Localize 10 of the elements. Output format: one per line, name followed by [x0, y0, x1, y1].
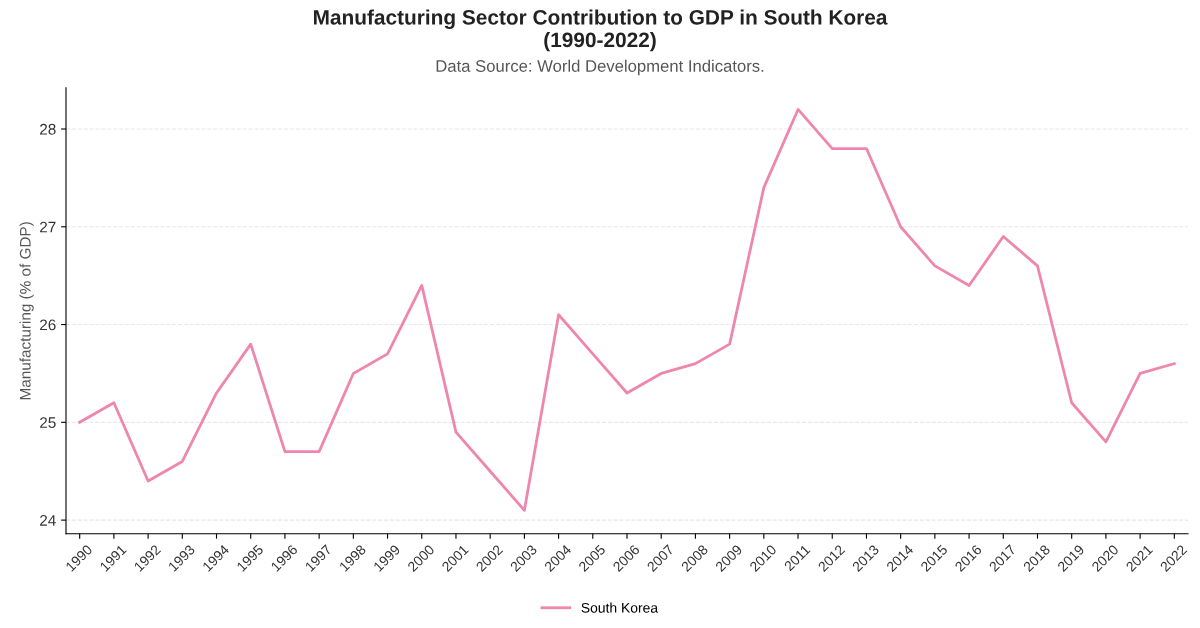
y-tick-label: 26	[40, 319, 56, 331]
legend-label: South Korea	[581, 602, 659, 613]
line-series	[78, 108, 1176, 512]
y-tick-label: 25	[40, 417, 56, 429]
chart-subtitle: Data Source: World Development Indicators.	[436, 59, 764, 76]
y-axis-title: Manufacturing (% of GDP)	[19, 222, 34, 400]
y-tick-label: 24	[40, 514, 56, 526]
chart-title: Manufacturing Sector Contribution to GDP in South Korea (1990-2022)	[313, 9, 888, 52]
y-tick-label: 28	[40, 123, 56, 135]
y-tick-label: 27	[40, 221, 56, 233]
